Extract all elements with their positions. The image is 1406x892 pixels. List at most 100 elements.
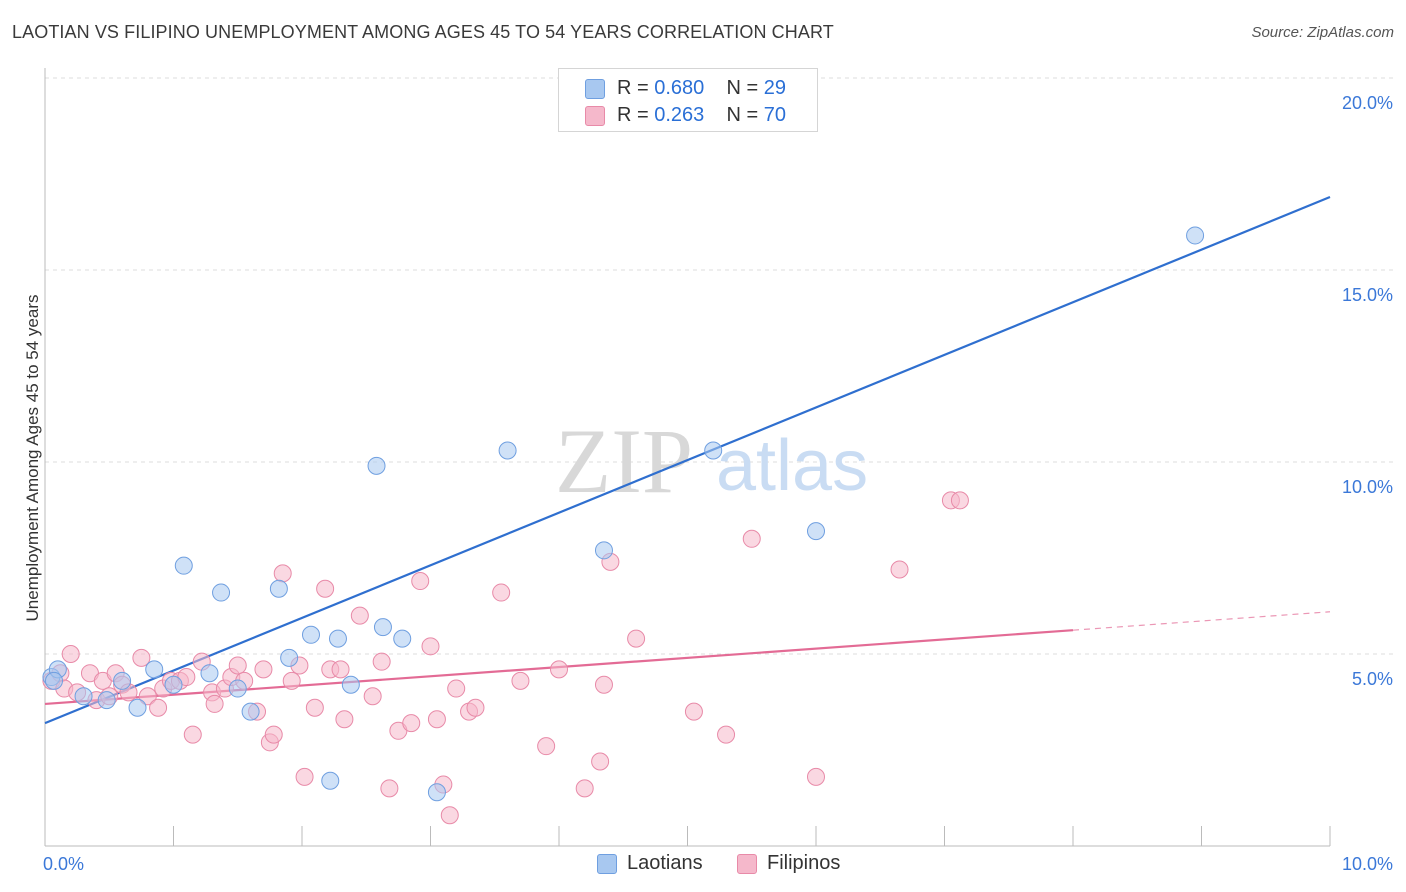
legend-swatch-filipinos bbox=[585, 106, 605, 126]
chart-title: LAOTIAN VS FILIPINO UNEMPLOYMENT AMONG A… bbox=[12, 22, 834, 42]
filipino-point bbox=[466, 698, 485, 717]
laotian-point bbox=[341, 675, 360, 694]
laotian-point bbox=[128, 698, 147, 717]
filipino-point bbox=[550, 660, 568, 679]
laotian-point bbox=[427, 783, 446, 802]
x-tick-label-max: 10.0% bbox=[1342, 854, 1393, 874]
bottom-legend-swatch-laotians bbox=[597, 854, 617, 874]
filipino-point bbox=[350, 606, 369, 625]
laotian-point bbox=[74, 687, 93, 706]
laotian-point bbox=[212, 583, 231, 602]
bottom-legend-swatch-filipinos bbox=[737, 854, 757, 874]
filipino-trend-line-extension bbox=[1072, 611, 1331, 631]
filipino-point bbox=[295, 767, 314, 786]
laotian-point bbox=[200, 664, 219, 683]
legend-n-value: 70 bbox=[763, 104, 787, 126]
source-label: Source: ZipAtlas.com bbox=[1251, 24, 1394, 41]
x-tick-label-min: 0.0% bbox=[43, 854, 84, 874]
legend-r-label: R = bbox=[617, 104, 649, 126]
laotian-point bbox=[113, 671, 132, 690]
laotian-point bbox=[321, 771, 340, 790]
y-tick-label: 5.0% bbox=[1352, 669, 1393, 689]
laotian-point bbox=[97, 691, 116, 710]
filipino-point bbox=[950, 491, 969, 510]
laotian-point bbox=[228, 679, 247, 698]
filipino-point bbox=[331, 660, 350, 679]
filipino-point bbox=[627, 629, 646, 648]
legend-r-value: 0.263 bbox=[654, 104, 705, 126]
laotian-point bbox=[373, 618, 392, 637]
axis-layer: 5.0% 10.0% 15.0% 20.0% 0.0% 10.0% bbox=[43, 68, 1393, 874]
legend-r-value: 0.680 bbox=[654, 77, 705, 99]
laotian-point bbox=[367, 456, 386, 475]
laotian-point bbox=[301, 625, 320, 644]
filipino-point bbox=[591, 752, 610, 771]
filipino-point bbox=[149, 698, 168, 717]
filipino-point bbox=[132, 648, 151, 667]
filipino-point bbox=[372, 652, 391, 671]
filipino-point bbox=[537, 737, 556, 756]
laotian-point bbox=[174, 556, 193, 575]
laotian-point bbox=[704, 441, 723, 460]
y-tick-label: 15.0% bbox=[1342, 285, 1393, 305]
filipino-point bbox=[492, 583, 511, 602]
y-tick-label: 10.0% bbox=[1342, 477, 1393, 497]
filipino-point bbox=[305, 698, 324, 717]
filipino-point bbox=[254, 660, 273, 679]
laotian-trend-line bbox=[44, 196, 1331, 725]
legend-stats-filipinos: R = 0.263 N = 70 bbox=[617, 104, 786, 127]
laotian-point bbox=[164, 675, 183, 694]
filipino-point bbox=[427, 710, 446, 729]
y-axis-title: Unemployment Among Ages 45 to 54 years bbox=[23, 295, 42, 622]
filipino-point bbox=[282, 671, 301, 690]
filipino-point bbox=[421, 637, 440, 656]
legend-stats-laotians: R = 0.680 N = 29 bbox=[617, 77, 786, 100]
filipino-point bbox=[717, 725, 736, 744]
filipino-point bbox=[511, 671, 530, 690]
laotian-point bbox=[145, 660, 164, 679]
laotian-point bbox=[393, 629, 412, 648]
legend-n-label: N = bbox=[726, 77, 759, 99]
filipino-point bbox=[402, 714, 421, 733]
filipino-point bbox=[380, 779, 399, 798]
laotian-point bbox=[328, 629, 347, 648]
filipino-point bbox=[138, 687, 157, 706]
laotian-point bbox=[280, 648, 299, 667]
points-layer bbox=[42, 226, 1205, 825]
filipino-point bbox=[890, 560, 909, 579]
watermark-zip: ZIP bbox=[555, 410, 693, 512]
filipino-point bbox=[205, 694, 224, 713]
laotian-point bbox=[807, 522, 825, 541]
filipino-point bbox=[363, 687, 382, 706]
filipino-point bbox=[807, 767, 825, 786]
stats-legend: R = 0.680 N = 29 R = 0.263 N = 70 bbox=[558, 68, 818, 132]
trend-layer bbox=[44, 196, 1331, 725]
laotian-point bbox=[498, 441, 517, 460]
laotian-point bbox=[241, 702, 260, 721]
filipino-point bbox=[447, 679, 466, 698]
filipino-point bbox=[411, 572, 430, 591]
legend-n-label: N = bbox=[726, 104, 759, 126]
laotian-point bbox=[44, 671, 63, 690]
bottom-legend-label-laotians: Laotians bbox=[627, 852, 703, 874]
laotian-point bbox=[594, 541, 613, 560]
filipino-point bbox=[742, 529, 761, 548]
legend-swatch-laotians bbox=[585, 79, 605, 99]
filipino-point bbox=[228, 656, 247, 675]
filipino-point bbox=[316, 579, 335, 598]
laotian-point bbox=[269, 579, 288, 598]
filipino-point bbox=[183, 725, 202, 744]
laotian-point bbox=[1186, 226, 1205, 245]
filipino-point bbox=[335, 710, 354, 729]
filipino-point bbox=[594, 675, 613, 694]
legend-n-value: 29 bbox=[763, 77, 787, 99]
filipino-point bbox=[61, 645, 80, 663]
bottom-legend-label-filipinos: Filipinos bbox=[767, 852, 841, 874]
legend-r-label: R = bbox=[617, 77, 649, 99]
filipino-point bbox=[440, 806, 459, 825]
filipino-point bbox=[273, 564, 292, 583]
filipino-point bbox=[264, 725, 283, 744]
filipino-point bbox=[575, 779, 594, 798]
y-tick-label: 20.0% bbox=[1342, 93, 1393, 113]
